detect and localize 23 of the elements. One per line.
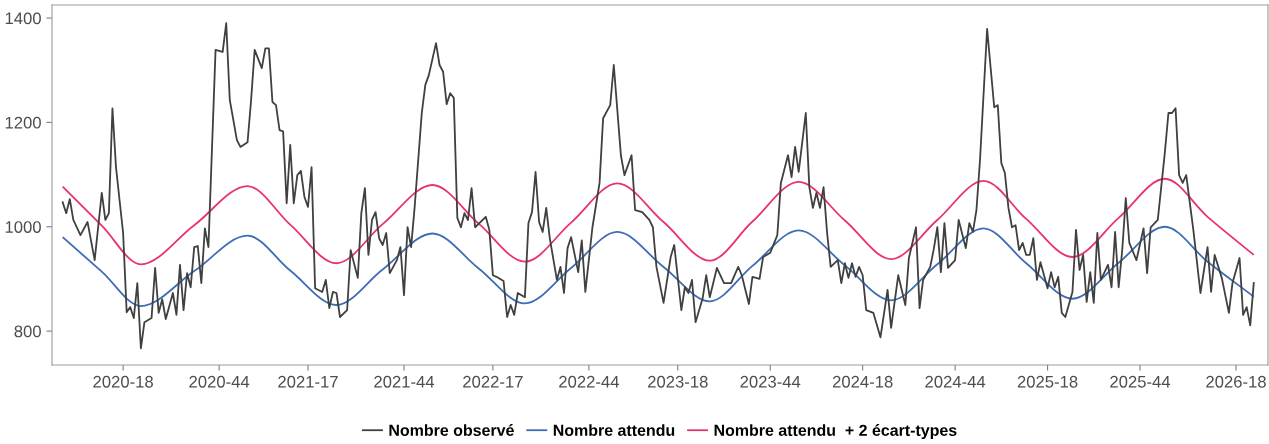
x-tick-label: 2020-44 bbox=[189, 375, 250, 388]
line-series bbox=[61, 22, 1255, 350]
y-tick-label: 800 bbox=[14, 325, 41, 338]
x-tick-label: 2025-18 bbox=[1017, 375, 1078, 388]
x-tick-label: 2024-44 bbox=[925, 375, 986, 388]
legend-label: Nombre observé bbox=[389, 424, 514, 436]
line-series bbox=[61, 177, 1255, 266]
x-tick-label: 2020-18 bbox=[93, 375, 153, 388]
x-tick-label: 2021-17 bbox=[278, 375, 338, 388]
x-tick-label: 2024-18 bbox=[832, 375, 893, 388]
x-tick-label: 2025-44 bbox=[1110, 375, 1171, 388]
y-tick-label: 1000 bbox=[5, 221, 41, 233]
legend-label: Nombre attendu bbox=[553, 424, 675, 436]
x-tick-label: 2023-44 bbox=[740, 375, 801, 388]
legend-label: Nombre attendu + 2 écart-types bbox=[714, 424, 957, 440]
line-series bbox=[61, 225, 1255, 307]
x-tick-label: 2022-17 bbox=[463, 375, 523, 388]
y-tick-label: 1200 bbox=[5, 116, 41, 129]
x-tick-label: 2023-18 bbox=[648, 375, 708, 388]
y-tick-label: 1400 bbox=[5, 12, 41, 25]
x-tick-label: 2021-44 bbox=[374, 375, 435, 388]
x-tick-label: 2026-18 bbox=[1206, 375, 1266, 388]
x-tick-label: 2022-44 bbox=[559, 375, 619, 388]
